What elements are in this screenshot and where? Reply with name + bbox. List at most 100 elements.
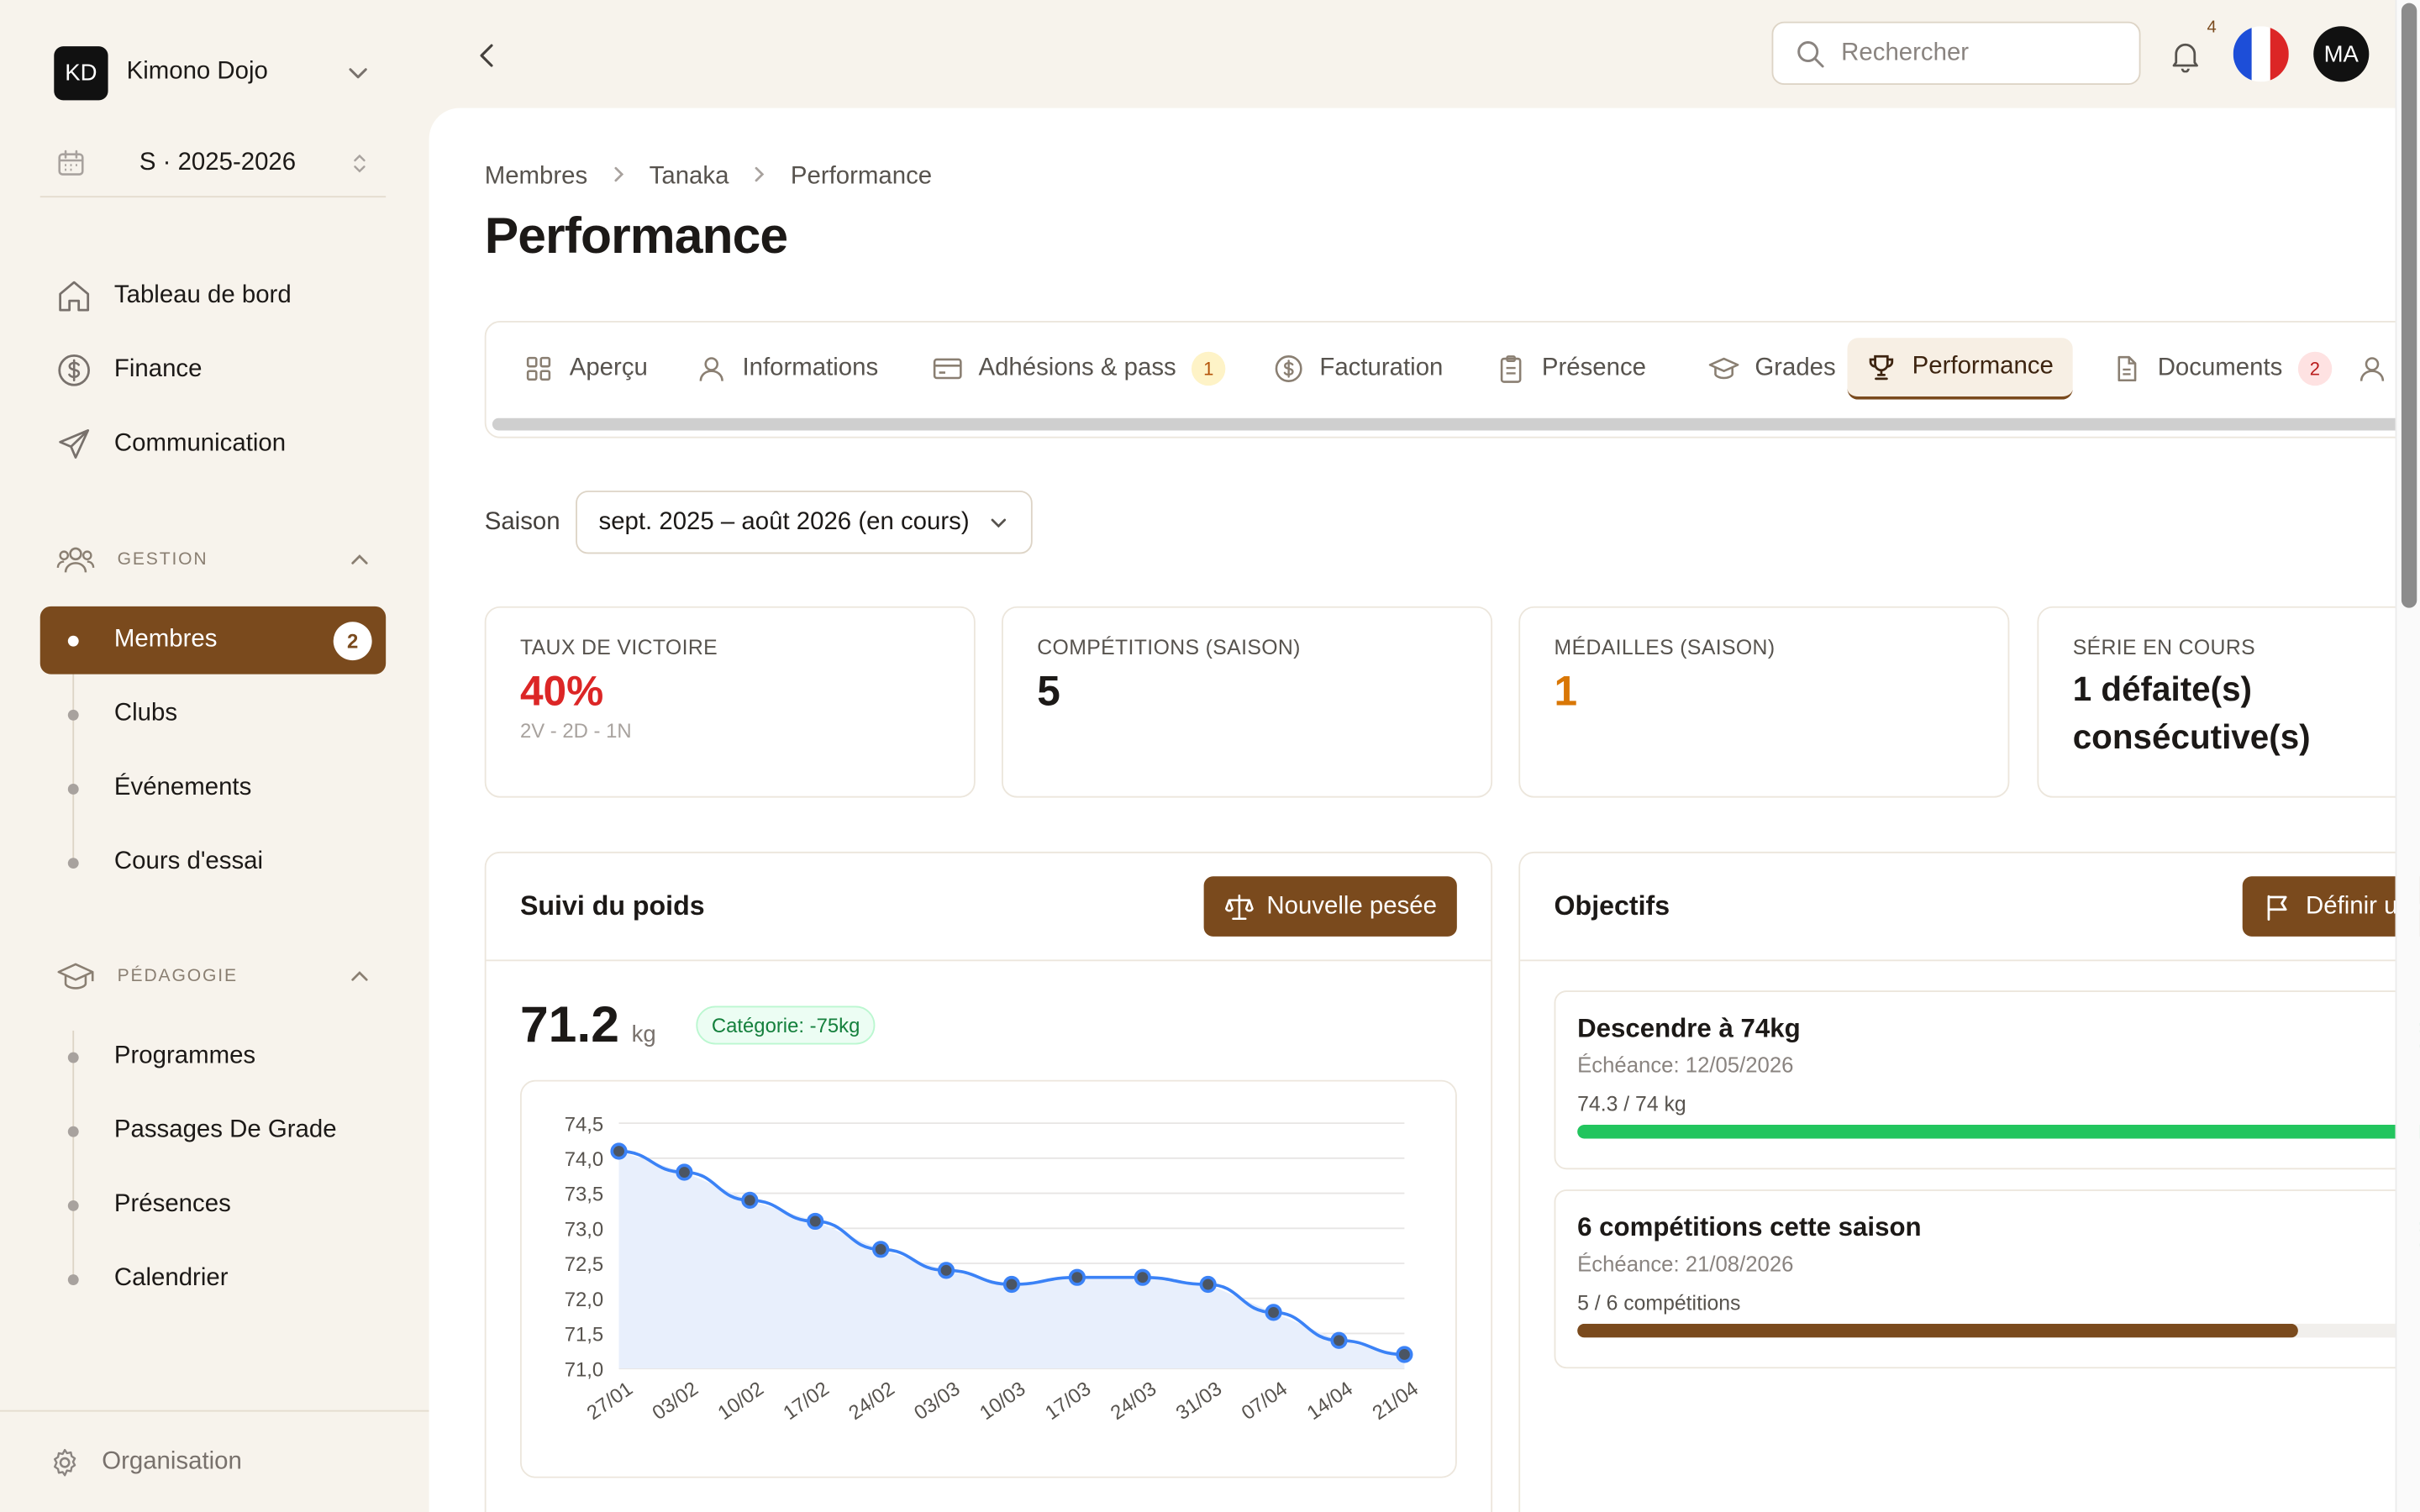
sidebar-item-presences[interactable]: Présences [40,1171,386,1239]
nav-communication[interactable]: Communication [40,411,386,479]
weight-chart: 74,5 74,0 73,5 73,0 72,5 72,0 71,5 71,027/01 03/… [565,1113,1423,1425]
tab-facturation[interactable]: Facturation [1255,338,1461,399]
scrollbar-thumb[interactable] [2401,3,2417,608]
breadcrumb-current: Performance [790,163,933,190]
season-select[interactable]: sept. 2025 – août 2026 (en cours) [575,491,1033,554]
tab-performance[interactable]: Performance [1847,338,2072,400]
tab-informations[interactable]: Informations [677,338,897,399]
x-tick-label: 24/03 [1107,1378,1160,1425]
org-switcher[interactable]: KD Kimono Dojo [40,34,386,111]
sidebar-item-calendrier[interactable]: Calendrier [40,1245,386,1313]
tab-apercu[interactable]: Aperçu [505,338,666,399]
x-tick-label: 03/03 [910,1378,964,1425]
season-picker[interactable]: S · 2025-2026 [39,129,387,198]
stat-value: 5 [1037,668,1060,715]
stat-streak: SÉRIE EN COURS 1 défaite(s) consécutive(… [2037,606,2420,798]
breadcrumb-tanaka[interactable]: Tanaka [649,163,729,190]
stat-value-line: consécutive(s) [2072,717,2311,756]
goal-due-date: Échéance: 21/08/2026 [1577,1251,1794,1276]
tab-documents[interactable]: Documents 2 [2093,338,2351,399]
search-icon [1797,40,1824,67]
section-pedagogie-title: PÉDAGOGIE [117,967,238,986]
search-box[interactable]: Rechercher [1771,21,2141,86]
data-point [1265,1304,1282,1321]
card-icon [932,354,963,385]
organisation-label: Organisation [102,1447,242,1474]
sidebar-item-programmes[interactable]: Programmes [40,1023,386,1091]
language-flag-fr[interactable] [2233,26,2289,82]
membres-count-badge: 2 [333,621,372,660]
tab-more[interactable] [2357,338,2388,399]
sidebar-item-membres[interactable]: Membres 2 [39,606,387,675]
section-gestion[interactable]: GESTION [40,537,386,583]
chevron-right-icon [609,164,628,192]
weight-card-header: Suivi du poids Nouvelle pesée [486,853,1491,962]
chevron-updown-icon [354,153,366,172]
calendar-icon [58,149,84,175]
goal-progress-text: 74.3 / 74 kg [1577,1092,1686,1116]
stat-label: MÉDAILLES (SAISON) [1554,635,1776,659]
tab-label: Informations [742,354,879,381]
goals-card-header: Objectifs Définir un o [1520,853,2420,962]
stat-competitions: COMPÉTITIONS (SAISON) 5 [1002,606,1493,798]
x-tick-label: 17/02 [779,1378,833,1425]
stat-value: 40% [519,668,604,715]
goal-item[interactable]: 6 compétitions cette saison Échéance: 21… [1554,1189,2420,1369]
org-logo: KD [54,45,108,100]
nav-finance[interactable]: Finance [40,336,386,404]
sidebar-item-label: Événements [113,774,252,801]
goal-title: 6 compétitions cette saison [1577,1212,1922,1242]
goal-title: Descendre à 74kg [1577,1013,1801,1043]
search-placeholder: Rechercher [1841,39,1970,66]
stat-value-line: 1 défaite(s) [2072,669,2253,709]
tab-presence[interactable]: Présence [1477,338,1665,399]
chevron-up-icon [351,971,368,981]
x-tick-label: 07/04 [1238,1378,1292,1425]
breadcrumb-membres[interactable]: Membres [484,163,588,190]
dollar-circle-icon [55,352,92,389]
nav-dashboard[interactable]: Tableau de bord [40,262,386,330]
bullet [67,634,79,646]
data-point [872,1241,890,1258]
stat-medals: MÉDAILLES (SAISON) 1 [1518,606,2010,798]
tab-bar: Aperçu Informations Adhésions & pass 1 F… [484,321,2420,438]
back-button[interactable] [466,34,509,76]
organisation-link[interactable]: Organisation [0,1410,429,1512]
data-point [1002,1275,1021,1294]
bullet [67,1200,79,1210]
new-weigh-in-button[interactable]: Nouvelle pesée [1203,876,1457,937]
sidebar-item-passages-grade[interactable]: Passages De Grade [40,1097,386,1165]
data-point [1068,1268,1086,1286]
sidebar-item-clubs[interactable]: Clubs [40,680,386,748]
x-tick-label: 10/02 [713,1378,767,1425]
set-goal-button[interactable]: Définir un o [2242,876,2420,937]
sidebar: KD Kimono Dojo S · 2025-2026 Tableau de … [0,0,429,1512]
data-point [807,1212,824,1231]
tab-label: Adhésions & pass [978,354,1176,381]
weight-card: Suivi du poids Nouvelle pesée 71.2 kg Ca… [484,851,1493,1512]
bullet [67,1125,79,1137]
goal-item[interactable]: Descendre à 74kg Échéance: 12/05/2026 74… [1554,990,2420,1170]
tab-adhesions[interactable]: Adhésions & pass 1 [913,338,1244,399]
goal-due-date: Échéance: 12/05/2026 [1577,1052,1794,1078]
sidebar-item-evenements[interactable]: Événements [40,754,386,822]
weight-category-badge: Catégorie: -75kg [696,1005,876,1044]
clipboard-icon [1496,354,1527,385]
user-icon [2357,354,2388,385]
user-avatar[interactable]: MA [2313,26,2370,82]
section-pedagogie[interactable]: PÉDAGOGIE [40,953,386,1000]
dollar-icon [1273,354,1304,385]
weight-card-title: Suivi du poids [519,890,705,921]
page-scrollbar[interactable] [2395,0,2420,1512]
flag-icon [2267,894,2287,921]
bell-icon [2172,43,2198,73]
notifications-button[interactable] [2164,34,2207,76]
sidebar-item-cours-essai[interactable]: Cours d'essai [40,828,386,896]
tab-scrollbar[interactable] [492,417,2420,431]
main-panel: Membres Tanaka Performance Performance A… [429,108,2420,1512]
page-title: Performance [484,207,788,265]
tab-grades[interactable]: Grades [1690,338,1854,399]
data-point [610,1142,628,1160]
data-point [1396,1346,1413,1363]
stat-value: 1 défaite(s) consécutive(s) [2073,665,2420,761]
